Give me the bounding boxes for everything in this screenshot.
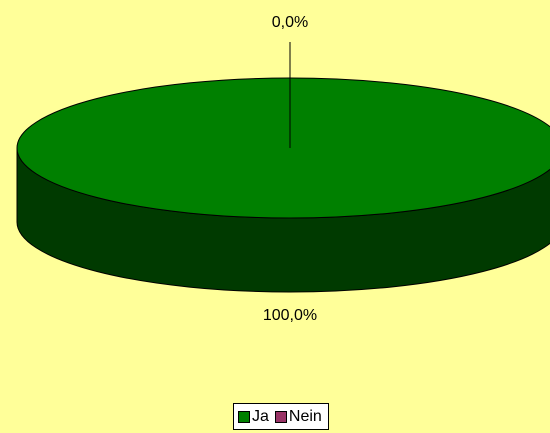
legend-swatch-nein: [274, 410, 287, 423]
pie-slice-ja: [16, 77, 550, 219]
pie-plot: [16, 42, 550, 293]
pie-chart: 0,0% 100,0%: [16, 14, 550, 324]
data-label-nein: 0,0%: [272, 14, 308, 31]
legend-item-nein: Nein: [274, 407, 322, 426]
legend-label-nein: Nein: [288, 407, 322, 425]
legend-label-ja: Ja: [252, 407, 269, 425]
legend-swatch-ja: [238, 410, 250, 423]
data-label-ja: 100,0%: [263, 307, 317, 324]
legend-item-ja: Ja: [238, 408, 269, 426]
legend: Ja Nein: [233, 403, 329, 430]
